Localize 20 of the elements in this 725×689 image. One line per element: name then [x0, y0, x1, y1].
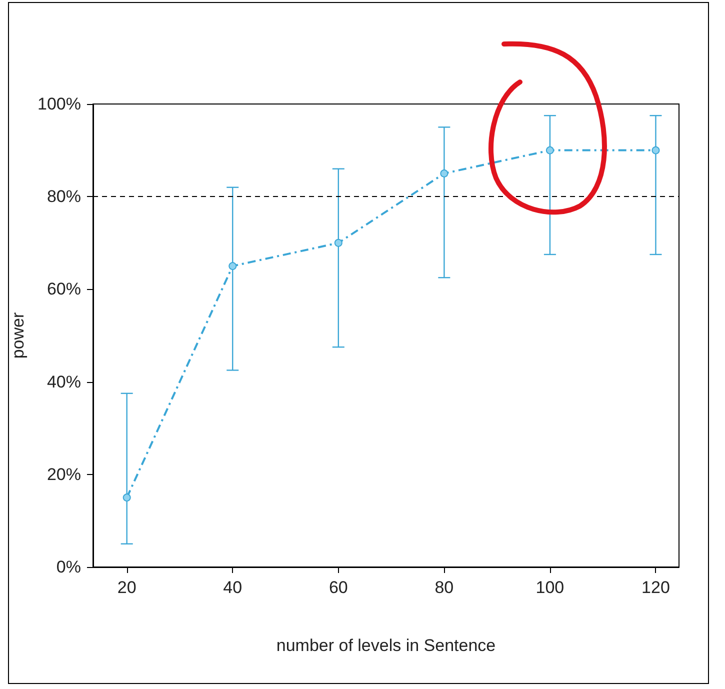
y-tick-label: 100%	[38, 94, 81, 114]
x-tick-label: 20	[117, 578, 136, 597]
x-axis-title: number of levels in Sentence	[276, 636, 496, 655]
x-tick-label: 100	[536, 578, 564, 597]
y-tick-label: 0%	[56, 558, 81, 576]
point	[440, 169, 448, 178]
y-tick-label: 40%	[46, 372, 81, 392]
y-axis-title: power	[8, 312, 28, 359]
x-tick-label: 120	[642, 578, 670, 597]
point	[334, 238, 342, 247]
y-tick-label: 20%	[46, 464, 81, 484]
point	[122, 494, 131, 502]
x-tick-label: 60	[328, 578, 348, 597]
y-tick-label: 80%	[46, 187, 81, 206]
x-tick-label: 80	[434, 578, 454, 597]
point	[546, 146, 554, 154]
x-tick-label: 40	[223, 578, 242, 597]
point	[228, 262, 237, 270]
point	[652, 146, 660, 154]
y-tick-label: 60%	[46, 280, 81, 299]
